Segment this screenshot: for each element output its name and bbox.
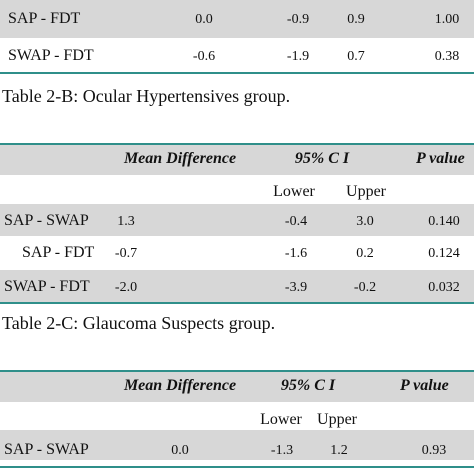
header-mean-difference: Mean Difference: [123, 377, 237, 394]
top-table-row-band-1: [0, 0, 474, 38]
table-cell-lower: -1.3: [270, 443, 294, 458]
header-p-value: P value: [416, 150, 465, 167]
header-lower: Lower: [273, 183, 315, 200]
table-cell-mean: -0.7: [114, 246, 138, 261]
table-cell-lower: -1.6: [284, 246, 308, 261]
table-row-band: [0, 204, 474, 236]
table-cell-p: 1.00: [434, 12, 460, 27]
table-cell-mean: -0.6: [192, 49, 216, 64]
table-cell-lower: -3.9: [284, 280, 308, 295]
header-lower: Lower: [260, 411, 302, 428]
table-cell-label: SWAP - FDT: [8, 47, 94, 64]
table-cell-lower: -0.4: [284, 214, 308, 229]
table-top-rule: [0, 143, 474, 145]
table-cell-upper: 0.2: [356, 246, 374, 261]
table-cell-mean: 0.0: [195, 12, 213, 27]
table-2c-caption: Table 2-C: Glaucoma Suspects group.: [2, 313, 276, 333]
table-cell-label: SAP - FDT: [8, 10, 81, 27]
table-cell-upper: 0.7: [347, 49, 365, 64]
table-cell-label: SWAP - FDT: [4, 278, 90, 295]
header-confidence-interval: 95% C I: [280, 377, 336, 394]
table-cell-upper: 1.2: [330, 443, 348, 458]
table-row-band: [0, 430, 474, 460]
table-cell-mean: 1.3: [117, 214, 135, 229]
header-mean-difference: Mean Difference: [123, 150, 237, 167]
table-header-band: [0, 372, 474, 402]
header-upper: Upper: [346, 183, 386, 200]
table-cell-lower: -0.9: [286, 12, 310, 27]
table-cell-label: SAP - FDT: [22, 244, 95, 261]
table-row-band: [0, 270, 474, 302]
table-cell-p: 0.140: [428, 214, 460, 229]
table-2b-caption: Table 2-B: Ocular Hypertensives group.: [2, 86, 291, 106]
table-cell-upper: 0.9: [347, 12, 365, 27]
table-top-rule: [0, 370, 474, 372]
table-cell-mean: -2.0: [114, 280, 138, 295]
table-bottom-rule: [0, 302, 474, 304]
table-bottom-rule: [0, 466, 474, 468]
table-cell-p: 0.93: [421, 443, 447, 458]
table-cell-lower: -1.9: [286, 49, 310, 64]
table-cell-label: SAP - SWAP: [4, 212, 89, 229]
header-upper: Upper: [317, 411, 357, 428]
table-cell-label: SAP - SWAP: [4, 441, 89, 458]
header-p-value: P value: [400, 377, 449, 394]
table-cell-p: 0.38: [434, 49, 460, 64]
header-confidence-interval: 95% C I: [294, 150, 350, 167]
table-cell-upper: 3.0: [356, 214, 374, 229]
table-cell-p: 0.032: [428, 280, 460, 295]
table-cell-p: 0.124: [428, 246, 460, 261]
table-cell-mean: 0.0: [171, 443, 189, 458]
table-cell-upper: -0.2: [353, 280, 377, 295]
table-bottom-rule: [0, 72, 474, 74]
table-header-band: [0, 145, 474, 175]
